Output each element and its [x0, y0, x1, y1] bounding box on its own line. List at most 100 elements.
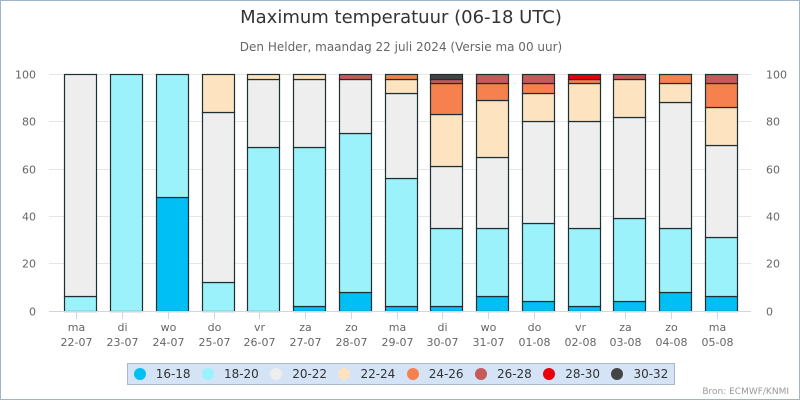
bar-segment-20-22[interactable]: [384, 92, 419, 180]
bar-segment-16-18[interactable]: [338, 291, 373, 313]
bar-segment-18-20[interactable]: [429, 227, 464, 308]
x-tick-label-date: 01-08: [519, 336, 551, 349]
bar-segment-18-20[interactable]: [246, 146, 281, 313]
bar-segment-22-24[interactable]: [475, 99, 510, 159]
x-tick-label-day: do: [208, 321, 222, 334]
bar-segment-28-30[interactable]: [567, 73, 602, 81]
bar-stack: [338, 73, 373, 313]
bar-segment-26-28[interactable]: [612, 73, 647, 81]
legend-item-22-24[interactable]: 22-24: [338, 367, 395, 381]
bar-segment-20-22[interactable]: [246, 78, 281, 149]
bar-segment-18-20[interactable]: [338, 132, 373, 294]
x-tick-label-date: 27-07: [290, 336, 322, 349]
bar-segment-18-20[interactable]: [155, 73, 190, 199]
chart-subtitle: Den Helder, maandag 22 juli 2024 (Versie…: [239, 40, 563, 54]
legend-item-24-26[interactable]: 24-26: [406, 367, 464, 381]
bar-segment-20-22[interactable]: [521, 120, 556, 225]
bar-segment-18-20[interactable]: [658, 227, 693, 294]
bar-segment-16-18[interactable]: [704, 295, 739, 313]
bar-segment-16-18[interactable]: [155, 196, 190, 313]
y-tick-label-left: 100: [15, 69, 36, 82]
bar-segment-24-26[interactable]: [384, 73, 419, 81]
bar-segment-26-28[interactable]: [475, 73, 510, 85]
bar-segment-20-22[interactable]: [612, 116, 647, 220]
x-tick-label-day: do: [528, 321, 542, 334]
bar-segment-26-28[interactable]: [338, 73, 373, 81]
x-tick-label-date: 26-07: [244, 336, 276, 349]
bar-segment-16-18[interactable]: [612, 300, 647, 313]
bar-segment-16-18[interactable]: [521, 300, 556, 313]
bar-segment-24-26[interactable]: [521, 82, 556, 95]
y-axis-right: 0 20 40 60 80 100: [766, 69, 787, 319]
x-tick-label-date: 31-07: [473, 336, 505, 349]
bar-segment-20-22[interactable]: [658, 101, 693, 230]
y-tick-label-left: 0: [29, 306, 36, 319]
bar-segment-18-20[interactable]: [63, 295, 98, 313]
legend-item-20-22[interactable]: 20-22: [270, 367, 327, 381]
bar-segment-30-32[interactable]: [429, 73, 464, 81]
bar-segment-26-28[interactable]: [704, 73, 739, 85]
bar-segment-24-26[interactable]: [658, 73, 693, 85]
bar-segment-20-22[interactable]: [292, 78, 327, 149]
bar-segment-16-18[interactable]: [292, 305, 327, 313]
bar-segment-18-20[interactable]: [521, 222, 556, 303]
bar-segment-18-20[interactable]: [109, 73, 144, 313]
bar-segment-18-20[interactable]: [612, 217, 647, 303]
bar-segment-16-18[interactable]: [429, 305, 464, 313]
bar-segment-22-24[interactable]: [201, 73, 236, 114]
legend-marker-icon: [133, 368, 146, 380]
bar-segment-18-20[interactable]: [292, 146, 327, 308]
bar-segment-18-20[interactable]: [201, 281, 236, 313]
legend-label: 18-20: [223, 367, 259, 381]
bar-segment-22-24[interactable]: [384, 78, 419, 95]
x-tick-label-date: 28-07: [336, 336, 368, 349]
bar-segment-22-24[interactable]: [521, 92, 556, 123]
bar-segment-22-24[interactable]: [658, 82, 693, 104]
legend-item-26-28[interactable]: 26-28: [474, 367, 532, 381]
legend-label: 24-26: [428, 367, 464, 381]
bar-segment-24-26[interactable]: [704, 82, 739, 109]
bar-segment-16-18[interactable]: [567, 305, 602, 313]
legend-item-18-20[interactable]: 18-20: [201, 367, 259, 381]
bar-segment-16-18[interactable]: [658, 291, 693, 313]
legend-item-30-32[interactable]: 30-32: [611, 367, 668, 381]
bar-segment-20-22[interactable]: [338, 78, 373, 135]
legend-label: 28-30: [565, 367, 601, 381]
bar-segment-22-24[interactable]: [567, 82, 602, 123]
bar-segment-26-28[interactable]: [521, 73, 556, 85]
bar-segment-18-20[interactable]: [567, 227, 602, 308]
bar-segment-18-20[interactable]: [704, 236, 739, 298]
bar-segment-20-22[interactable]: [63, 73, 98, 298]
bar-stack: [612, 73, 647, 313]
bar-segment-20-22[interactable]: [201, 111, 236, 284]
bar-segment-22-24[interactable]: [612, 78, 647, 119]
bar-segment-22-24[interactable]: [292, 73, 327, 81]
bar-stack: [475, 73, 510, 313]
bar-segment-22-24[interactable]: [429, 113, 464, 168]
bar-segment-24-26[interactable]: [429, 82, 464, 116]
x-tick-label-day: ma: [389, 321, 406, 334]
bar-segment-20-22[interactable]: [429, 165, 464, 230]
legend-item-16-18[interactable]: 16-18: [133, 367, 191, 381]
x-tick-label-date: 29-07: [382, 336, 414, 349]
legend-item-28-30[interactable]: 28-30: [543, 367, 600, 381]
bar-segment-22-24[interactable]: [246, 73, 281, 81]
x-tick-label-day: zo: [345, 321, 358, 334]
bar-segment-18-20[interactable]: [384, 177, 419, 308]
x-tick-label-day: wo: [481, 321, 497, 334]
y-tick-label-left: 20: [22, 258, 36, 271]
legend-marker-icon: [201, 368, 214, 380]
bar-segment-20-22[interactable]: [567, 120, 602, 230]
bar-segment-16-18[interactable]: [384, 305, 419, 313]
legend-label: 22-24: [360, 367, 396, 381]
bar-segment-20-22[interactable]: [475, 156, 510, 230]
bar-segment-20-22[interactable]: [704, 144, 739, 239]
credits[interactable]: Bron: ECMWF/KNMI: [702, 387, 789, 397]
x-tick-label-date: 03-08: [610, 336, 642, 349]
bar-segment-22-24[interactable]: [704, 106, 739, 147]
bar-segment-24-26[interactable]: [475, 82, 510, 102]
legend-label: 30-32: [633, 367, 669, 381]
bar-segment-18-20[interactable]: [475, 227, 510, 298]
bar-segment-16-18[interactable]: [475, 295, 510, 313]
